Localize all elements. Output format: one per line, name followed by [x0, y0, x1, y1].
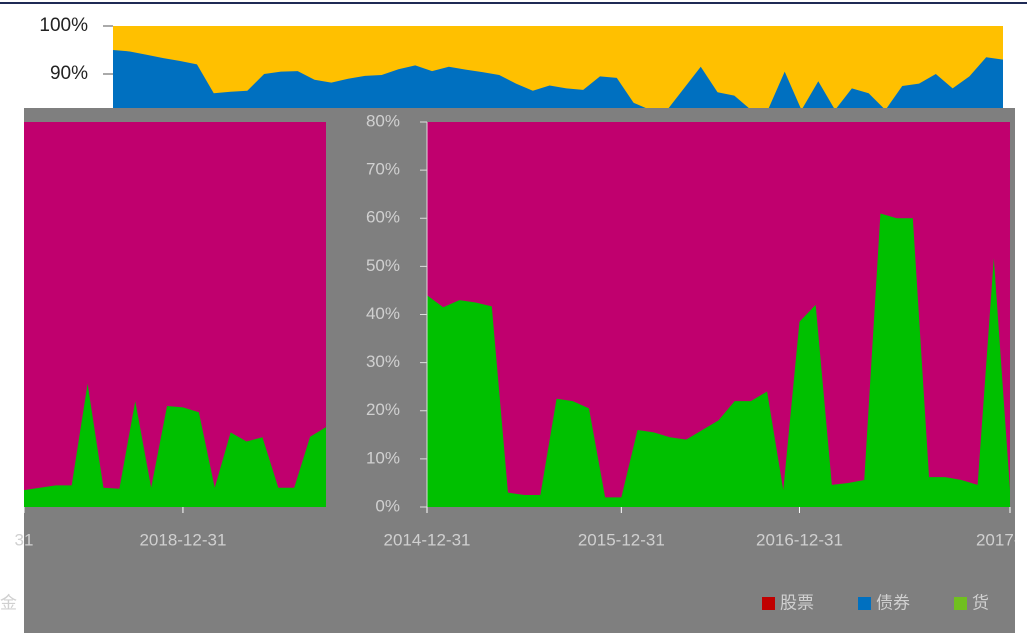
x-tick-label: 2017-12- — [976, 530, 1027, 549]
panel — [113, 26, 1003, 122]
y-tick-label: 30% — [366, 352, 400, 371]
legend-swatch — [858, 597, 871, 610]
y-tick-label: 20% — [366, 400, 400, 419]
x-tick-label: 31 — [15, 530, 34, 549]
legend-swatch — [762, 597, 775, 610]
right-margin — [1015, 108, 1027, 633]
y-tick-label: 90% — [50, 63, 88, 84]
panel: 2014-12-31 2015-12-31 2016-12-31 2017-12- — [384, 122, 1027, 549]
area — [24, 383, 326, 507]
y-tick-label: 0% — [375, 496, 400, 515]
y-tick-label: 50% — [366, 256, 400, 275]
x-tick-label: 2014-12-31 — [384, 530, 471, 549]
legend-label: 货 — [972, 593, 989, 612]
y-tick-label: 60% — [366, 208, 400, 227]
y-tick-label: 70% — [366, 160, 400, 179]
x-tick-label: 2015-12-31 — [578, 530, 665, 549]
panel: 31 2018-12-31 — [15, 122, 326, 549]
y-tick-label: 80% — [366, 111, 400, 130]
note: 金 — [0, 593, 17, 612]
y-tick-label: 40% — [366, 304, 400, 323]
legend-label: 股票 — [780, 593, 814, 612]
left-margin — [0, 108, 24, 633]
y-tick-label: 100% — [39, 15, 88, 36]
area — [427, 213, 1010, 507]
x-tick-label: 2018-12-31 — [139, 530, 226, 549]
area — [113, 50, 1003, 122]
legend-label: 债券 — [876, 593, 910, 612]
x-tick-label: 2016-12-31 — [756, 530, 843, 549]
y-tick-label: 10% — [366, 448, 400, 467]
legend-swatch — [954, 597, 967, 610]
